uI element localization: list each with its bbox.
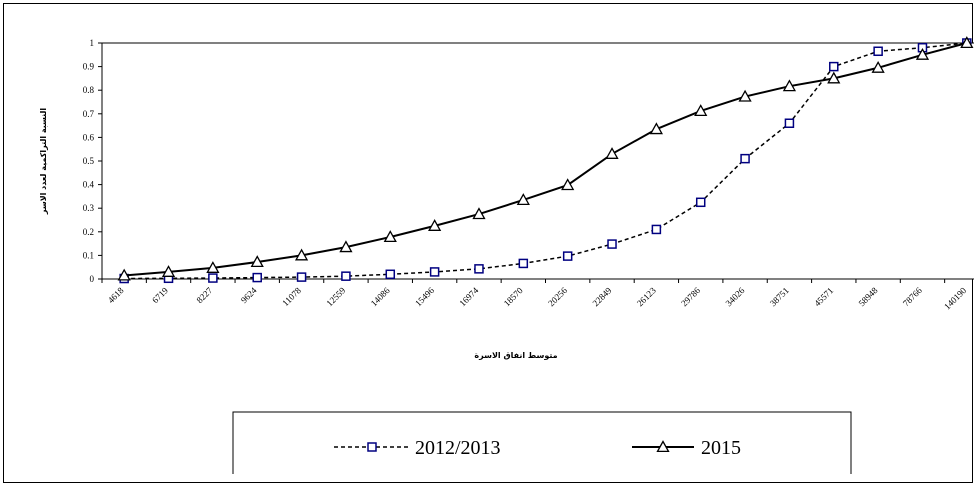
x-tick-label: 6719 [150,285,170,305]
data-point [651,224,662,235]
data-point [694,104,708,117]
x-tick-label: 18570 [502,285,525,308]
data-point [339,240,353,253]
legend-label: 2015 [701,437,741,459]
legend-box [232,411,852,474]
y-tick-label: 0.5 [83,156,95,166]
data-point [472,207,486,220]
y-tick-label: 0.3 [83,203,95,213]
x-tick-label: 14086 [369,285,392,308]
y-tick-label: 0.9 [83,62,95,72]
data-point [250,255,264,268]
data-point [740,153,750,164]
data-point [827,71,841,84]
data-point [341,271,351,281]
legend: 2012/2013 2015 [232,411,852,474]
x-tick-label: 11078 [280,285,303,308]
x-tick-label: 29786 [679,285,702,308]
data-point [738,89,752,102]
data-point [161,265,176,277]
x-axis-label: متوسط انفاق الاسرة [474,351,557,360]
data-point [562,251,573,261]
series-2 [117,36,974,281]
x-tick-label: 12559 [324,285,347,308]
data-point [294,248,309,261]
x-tick-label: 78766 [901,285,924,308]
legend-label: 2012/2013 [415,437,501,459]
x-tick-label: 4618 [106,285,126,305]
chart-frame: 0 0.1 0.2 0.3 0.4 0.5 0.6 0.7 0.8 0.9 1 4618 6719 82… [3,3,974,483]
data-point [829,61,839,72]
x-tick-label: 20256 [546,285,569,308]
data-point [518,258,529,269]
series-line [124,42,968,277]
y-tick-label: 0.4 [83,180,95,190]
data-point [428,219,442,231]
x-tick-label: 9624 [239,285,259,305]
y-tick-label: 0.6 [83,132,95,142]
y-tick-label: 0.1 [83,250,94,260]
data-point [385,269,396,280]
data-point [561,178,575,191]
legend-marker [367,442,377,452]
y-tick-label: 0.8 [83,85,95,95]
legend-marker [656,440,670,453]
x-tick-label: 22849 [590,285,613,308]
y-axis: 0 0.1 0.2 0.3 0.4 0.5 0.6 0.7 0.8 0.9 1 [83,38,102,284]
data-point [429,267,440,277]
data-point [871,60,885,73]
data-point [605,147,619,159]
x-tick-label: 16974 [457,285,480,308]
x-tick-label: 38751 [768,285,791,308]
data-point [252,272,262,283]
series-1 [119,38,972,284]
x-tick-label: 34026 [724,285,747,308]
x-tick-label: 26123 [635,285,658,308]
data-point [873,46,883,57]
chart: 0 0.1 0.2 0.3 0.4 0.5 0.6 0.7 0.8 0.9 1 4618 6719 82… [39,36,974,474]
data-point [516,193,530,205]
plot-area [101,42,974,280]
x-tick-label: 15496 [413,285,436,308]
data-point [474,264,484,274]
data-point [695,197,706,208]
data-point [117,268,131,281]
legend-item-1: 2012/2013 [334,437,501,459]
data-point [784,118,795,128]
data-point [296,272,307,282]
y-tick-label: 0.2 [83,227,94,237]
legend-item-2: 2015 [632,437,741,459]
x-tick-label: 8227 [194,285,214,305]
data-point [782,79,797,92]
y-tick-label: 0.7 [83,109,95,119]
x-tick-label: 140190 [942,285,969,312]
x-tick-label: 58948 [857,285,880,308]
y-tick-label: 1 [90,38,95,48]
y-axis-label: النسبة التراكمية لعدد الاسر [39,108,48,216]
x-tick-label: 45571 [812,285,835,308]
x-axis: 4618 6719 8227 9624 11078 12559 14086 15496 1697… [101,279,969,312]
data-point [649,122,663,135]
data-point [206,261,220,273]
data-point [960,36,974,49]
y-tick-label: 0 [90,274,95,284]
data-point [383,230,397,243]
series-line [124,42,967,280]
data-point [915,47,930,60]
data-point [607,239,617,249]
data-point [208,273,218,283]
series-layer [117,36,974,284]
